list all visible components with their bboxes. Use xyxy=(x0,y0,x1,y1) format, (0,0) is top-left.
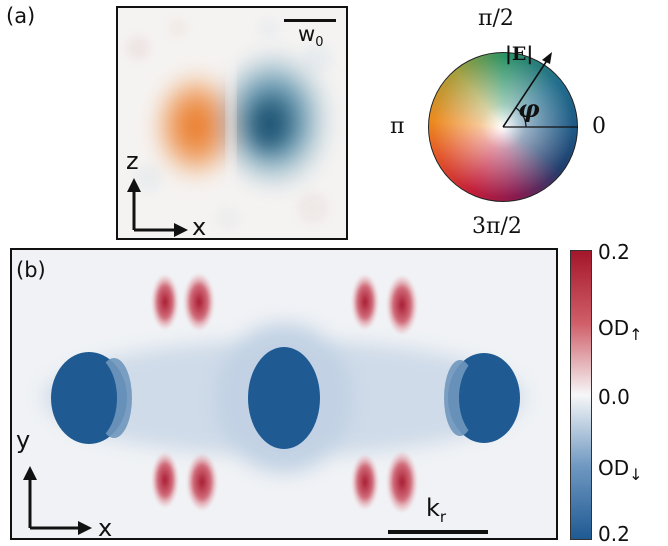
panel-a-image: w0 z x xyxy=(116,6,348,240)
wheel-vector-label: |E| xyxy=(505,43,534,65)
colorbar-tick-top: 0.2 xyxy=(598,240,630,264)
colorbar-label-down: OD↓ xyxy=(598,456,643,484)
panel-b-scalebar xyxy=(388,530,488,534)
wheel-label-bottom: 3π/2 xyxy=(472,214,522,239)
panel-b-image: y x kr xyxy=(10,248,558,540)
panel-a-scalebar xyxy=(284,19,336,22)
panel-b-scalebar-label: kr xyxy=(426,494,447,526)
panel-b-red-clouds xyxy=(152,274,417,512)
panel-b-cloud-edges xyxy=(61,354,515,442)
wheel-overlay xyxy=(502,52,578,128)
panel-b-density-plot xyxy=(12,250,556,538)
colorbar-tick-mid: 0.0 xyxy=(598,385,630,409)
colorbar xyxy=(570,250,592,540)
panel-a-density-plot xyxy=(118,8,346,238)
colorbar-label-up: OD↑ xyxy=(598,316,643,344)
panel-b-axes xyxy=(23,466,92,535)
panel-a-scalebar-label: w0 xyxy=(298,22,324,51)
colorbar-tick-bottom: 0.2 xyxy=(598,522,630,546)
panel-a-blobs xyxy=(150,50,336,190)
panel-b-axis-x: x xyxy=(98,514,113,540)
panel-a-label: (a) xyxy=(6,4,36,28)
panel-a-axis-x: x xyxy=(192,213,207,240)
panel-b-axis-y: y xyxy=(16,426,31,454)
panel-a-axis-z: z xyxy=(126,147,139,175)
wheel-label-right: 0 xyxy=(592,114,606,139)
panel-a-noise xyxy=(126,17,333,231)
panel-b-label: (b) xyxy=(16,258,46,282)
wheel-label-left: π xyxy=(390,114,405,139)
wheel-angle-label: φ xyxy=(518,94,540,123)
wheel-label-top: π/2 xyxy=(478,6,514,31)
panel-a-axes xyxy=(127,178,188,237)
